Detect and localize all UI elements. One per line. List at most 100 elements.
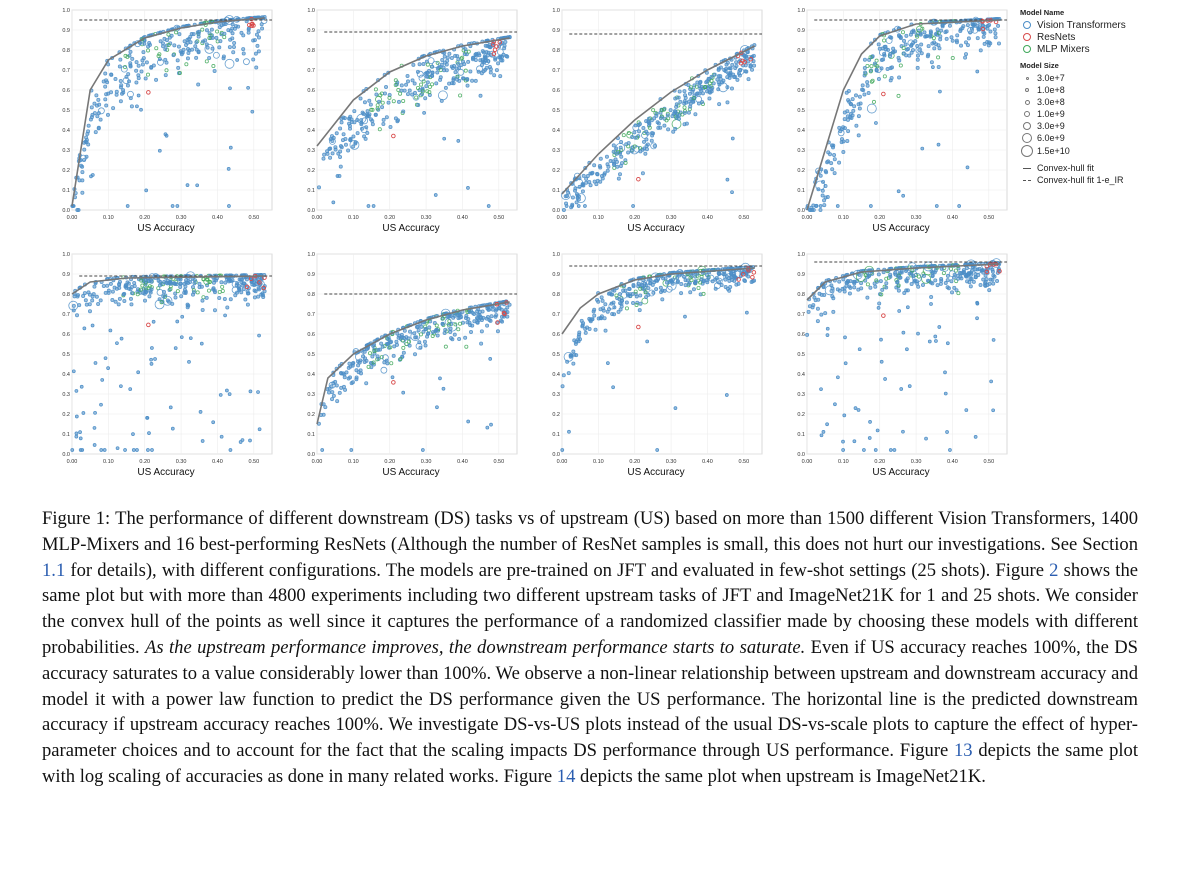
data-point xyxy=(126,72,131,77)
data-point xyxy=(968,272,973,277)
figure-link[interactable]: 13 xyxy=(954,740,973,762)
data-point xyxy=(486,204,491,208)
data-point xyxy=(479,71,484,76)
data-point xyxy=(468,69,473,74)
data-point xyxy=(944,36,949,41)
data-point xyxy=(452,332,457,337)
data-point xyxy=(230,22,235,27)
data-point xyxy=(481,315,486,320)
data-point xyxy=(848,101,853,106)
data-point xyxy=(103,84,108,89)
data-point xyxy=(933,334,938,339)
data-point xyxy=(468,323,473,328)
data-point xyxy=(948,266,953,271)
data-point xyxy=(627,286,632,291)
data-point xyxy=(891,46,896,51)
data-point xyxy=(665,285,673,293)
x-tick-label: 0.00 xyxy=(312,459,323,465)
data-point xyxy=(677,116,682,121)
figure-link[interactable]: 14 xyxy=(556,765,576,787)
data-point xyxy=(490,307,495,312)
x-tick-label: 0.30 xyxy=(176,459,187,465)
data-point xyxy=(934,204,939,208)
data-point xyxy=(676,95,681,100)
data-point xyxy=(256,29,261,34)
data-point xyxy=(882,74,887,79)
data-point xyxy=(638,301,643,306)
data-point xyxy=(466,49,471,54)
data-point xyxy=(456,61,461,66)
data-point xyxy=(215,29,220,34)
data-point xyxy=(948,270,956,278)
data-point xyxy=(421,448,425,452)
data-point xyxy=(350,363,355,368)
data-point xyxy=(343,387,348,392)
data-point xyxy=(251,57,256,62)
data-point xyxy=(82,147,87,152)
data-point xyxy=(613,157,618,162)
data-point xyxy=(377,99,382,104)
data-point xyxy=(74,389,79,393)
convex-hull-fit-line xyxy=(561,267,755,335)
data-point xyxy=(644,119,649,124)
data-point xyxy=(617,292,622,297)
data-point xyxy=(865,63,870,68)
data-point xyxy=(826,150,831,155)
data-point xyxy=(895,280,900,285)
data-point xyxy=(956,276,961,281)
data-point xyxy=(128,63,133,68)
data-point xyxy=(704,80,709,85)
data-point xyxy=(435,70,440,75)
data-point xyxy=(718,74,723,79)
data-point xyxy=(996,23,1001,28)
data-point xyxy=(413,335,418,340)
data-point xyxy=(328,137,333,142)
data-point xyxy=(442,136,447,141)
data-point xyxy=(425,62,430,67)
x-axis-label: US Accuracy xyxy=(382,223,439,233)
data-point xyxy=(876,42,881,47)
data-point xyxy=(89,174,93,179)
data-point xyxy=(388,124,393,129)
data-point xyxy=(135,448,139,452)
section-link[interactable]: 1.1 xyxy=(42,559,66,581)
y-tick-label: 0.0 xyxy=(307,208,315,214)
data-point xyxy=(690,89,695,94)
data-point xyxy=(637,122,642,127)
data-point xyxy=(978,48,983,53)
data-point xyxy=(884,285,889,290)
data-point xyxy=(136,93,141,98)
data-point xyxy=(655,448,660,452)
y-tick-label: 0.2 xyxy=(797,168,805,174)
data-point xyxy=(346,148,351,153)
data-point xyxy=(842,110,847,115)
data-point xyxy=(440,58,445,63)
data-point xyxy=(164,68,169,73)
y-tick-label: 1.0 xyxy=(552,252,560,258)
data-point xyxy=(84,154,89,159)
x-tick-label: 0.20 xyxy=(139,215,150,221)
data-point xyxy=(453,322,458,327)
data-point xyxy=(677,273,682,278)
data-point xyxy=(449,56,454,61)
data-point xyxy=(150,346,154,350)
data-point xyxy=(338,149,343,154)
data-point xyxy=(929,302,933,306)
data-point xyxy=(162,279,167,284)
data-point xyxy=(163,47,168,52)
data-point xyxy=(103,290,108,295)
data-point xyxy=(380,105,385,110)
data-point xyxy=(489,314,494,319)
data-point xyxy=(841,439,845,444)
data-point xyxy=(222,296,227,301)
data-point xyxy=(476,318,481,323)
data-point xyxy=(917,47,922,52)
y-tick-label: 0.6 xyxy=(62,88,70,94)
data-point xyxy=(683,314,687,319)
data-point xyxy=(593,327,598,332)
y-tick-label: 0.6 xyxy=(307,88,315,94)
figure-link[interactable]: 2 xyxy=(1049,559,1059,581)
data-point xyxy=(113,299,118,304)
data-point xyxy=(727,72,732,77)
data-point xyxy=(369,107,374,112)
